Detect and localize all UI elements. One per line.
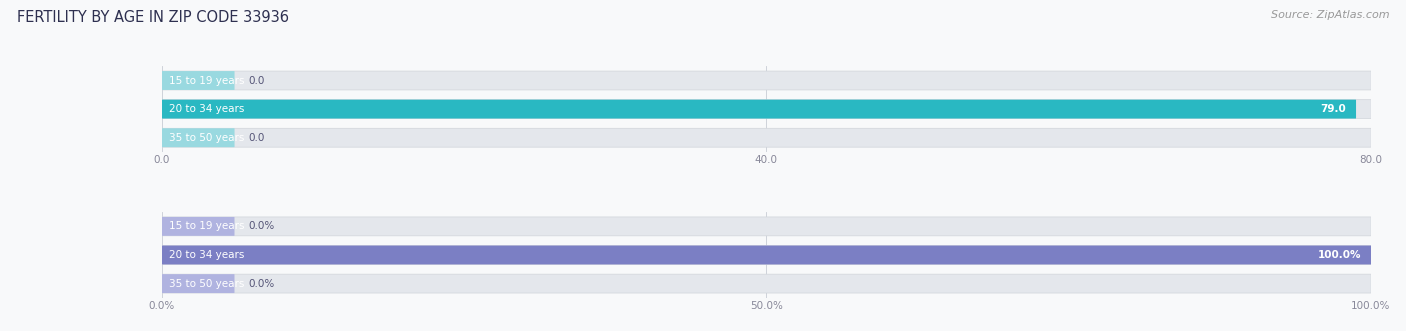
FancyBboxPatch shape — [162, 128, 1371, 147]
Text: 35 to 50 years: 35 to 50 years — [169, 133, 245, 143]
Text: 35 to 50 years: 35 to 50 years — [169, 279, 245, 289]
Text: 20 to 34 years: 20 to 34 years — [169, 104, 245, 114]
FancyBboxPatch shape — [162, 100, 1371, 118]
Text: 0.0: 0.0 — [249, 133, 266, 143]
Text: Source: ZipAtlas.com: Source: ZipAtlas.com — [1271, 10, 1389, 20]
FancyBboxPatch shape — [162, 274, 235, 293]
Text: 100.0%: 100.0% — [1317, 250, 1361, 260]
FancyBboxPatch shape — [162, 274, 1371, 293]
Text: 20 to 34 years: 20 to 34 years — [169, 250, 245, 260]
FancyBboxPatch shape — [162, 71, 1371, 90]
Text: 15 to 19 years: 15 to 19 years — [169, 221, 245, 231]
Text: FERTILITY BY AGE IN ZIP CODE 33936: FERTILITY BY AGE IN ZIP CODE 33936 — [17, 10, 288, 25]
Text: 15 to 19 years: 15 to 19 years — [169, 75, 245, 85]
Text: 0.0%: 0.0% — [249, 279, 276, 289]
Text: 0.0: 0.0 — [249, 75, 266, 85]
FancyBboxPatch shape — [162, 217, 235, 236]
FancyBboxPatch shape — [162, 71, 235, 90]
Text: 0.0%: 0.0% — [249, 221, 276, 231]
FancyBboxPatch shape — [162, 100, 1355, 118]
FancyBboxPatch shape — [162, 217, 1371, 236]
Text: 79.0: 79.0 — [1320, 104, 1346, 114]
FancyBboxPatch shape — [162, 246, 1371, 264]
FancyBboxPatch shape — [162, 246, 1371, 264]
FancyBboxPatch shape — [162, 128, 235, 147]
